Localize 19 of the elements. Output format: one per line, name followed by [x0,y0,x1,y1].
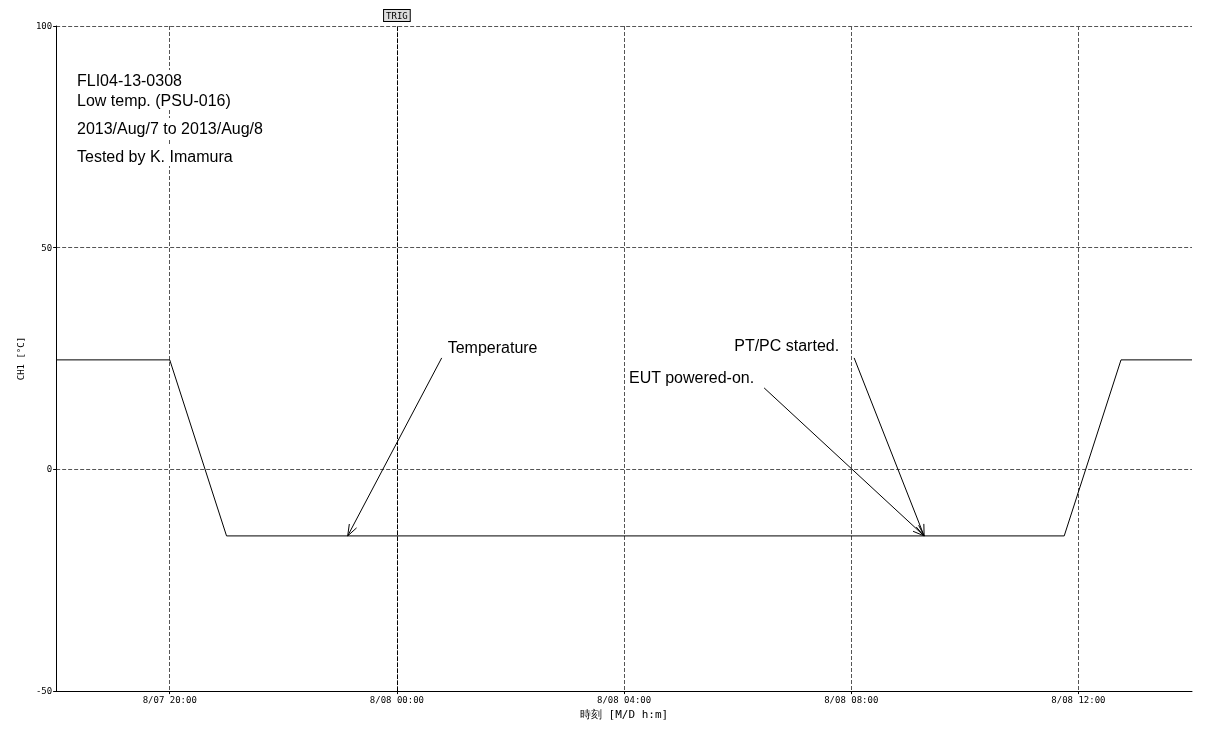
annotation: Tested by K. Imamura [77,147,233,165]
x-axis-title: 時刻 [M/D h:m] [579,708,669,721]
annotation: 2013/Aug/7 to 2013/Aug/8 [77,119,264,137]
y-tick-label: 50 [41,242,53,253]
annotation: Low temp. (PSU-016) [77,91,231,109]
annotation: PT/PC started. [734,337,840,355]
annotation: Temperature [447,339,538,357]
y-tick-label: 0 [46,464,53,475]
annotation: EUT powered-on. [629,369,755,387]
ref-line-label: TRIG [386,10,408,21]
x-tick-label: 8/08 08:00 [824,694,879,705]
y-tick-label: -50 [35,686,53,697]
annotation: FLI04-13-0308 [77,71,183,89]
y-tick-label: 100 [35,21,53,31]
y-axis-title: CH1 [°C] [15,336,26,381]
x-tick-label: 8/08 04:00 [596,694,652,705]
x-tick-label: 8/07 20:00 [142,694,197,705]
x-tick-label: 8/08 12:00 [1051,694,1106,705]
x-tick-label: 8/08 00:00 [369,694,424,705]
